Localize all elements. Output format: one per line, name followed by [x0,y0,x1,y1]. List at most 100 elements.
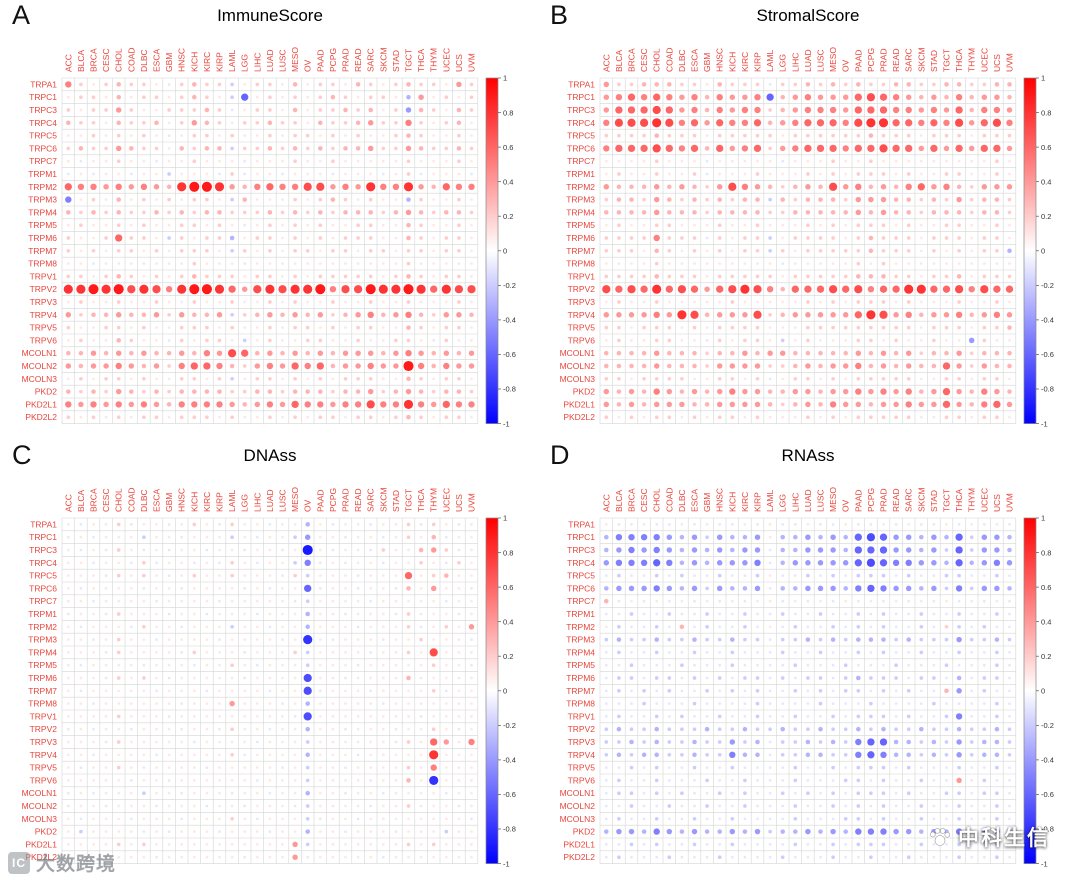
corr-dot [931,547,937,553]
corr-dot [831,689,835,693]
corr-dot [243,134,247,137]
corr-dot [344,843,347,846]
corr-dot [855,362,862,370]
corr-dot [869,765,873,770]
corr-dot [243,587,247,590]
corr-dot [306,236,310,240]
corr-dot [129,326,133,329]
corr-dot [944,82,949,87]
corr-dot [755,676,760,680]
corr-dot [394,262,398,265]
corr-dot [318,523,322,526]
corr-dot [994,94,1000,100]
corr-dot [192,350,197,356]
corr-dot [729,388,736,395]
corr-dot [918,107,925,113]
corr-dot [677,285,687,294]
corr-dot [768,766,772,769]
corr-dot [844,159,848,163]
corr-dot [230,300,234,304]
corr-dot [718,262,722,265]
corr-dot [369,676,373,680]
corr-dot [290,284,300,294]
corr-dot [66,689,70,693]
corr-dot [318,676,322,680]
corr-dot [116,120,121,126]
corr-dot [293,523,297,526]
corr-dot [155,83,158,86]
colorbar-tick-label: 1 [503,74,507,83]
corr-dot [242,338,247,343]
corr-dot [317,312,324,318]
corr-dot [66,855,70,859]
corr-dot [893,547,899,553]
corr-dot [892,144,900,153]
corr-dot [255,236,260,240]
corr-dot [844,843,848,846]
corr-dot [781,275,785,278]
row-label: TRPV2 [30,284,58,294]
corr-dot [768,651,772,654]
corr-dot [604,651,608,654]
corr-dot [79,817,83,821]
corr-dot [615,106,623,114]
corr-dot [881,133,886,138]
corr-dot [444,95,449,100]
corr-dot [470,561,473,565]
corr-dot [243,415,247,419]
corr-dot [457,676,461,680]
corr-dot [828,285,838,294]
corr-dot [819,599,822,603]
corr-dot [293,830,297,833]
corr-dot [104,146,108,151]
corr-dot [781,523,785,526]
corr-dot [218,740,221,744]
corr-dot [856,612,861,616]
colorbar-tick-label: -0.4 [503,756,516,765]
corr-dot [470,134,473,137]
corr-dot [667,363,672,369]
corr-dot [680,727,684,732]
corr-dot [716,388,723,395]
corr-dot [680,339,684,342]
corr-dot [369,651,373,654]
corr-dot [640,534,648,541]
row-label: PKD2L1 [25,839,57,849]
corr-dot [932,817,936,821]
corr-dot [418,312,424,318]
corr-dot [692,727,697,732]
corr-dot [969,548,974,552]
corr-dot [617,688,621,693]
corr-dot [394,779,398,782]
corr-dot [642,651,646,654]
row-label: TRPC7 [29,156,57,166]
corr-dot [444,779,448,782]
corr-dot [743,663,747,667]
corr-dot [218,415,221,419]
corr-dot [781,766,785,769]
corr-dot [142,535,146,540]
row-label: TRPC5 [29,131,57,141]
corr-dot [942,362,951,370]
corr-dot [419,753,423,757]
corr-dot [1008,599,1011,603]
corr-dot [919,262,923,265]
corr-dot [419,82,423,87]
corr-dot [680,817,684,821]
corr-dot [129,223,133,227]
corr-dot [690,119,699,127]
corr-dot [1008,715,1011,718]
corr-dot [630,523,633,526]
corr-dot [318,855,322,859]
corr-dot [470,676,473,680]
corr-dot [970,377,974,381]
row-label: TRPC3 [29,545,57,555]
column-label: LAML [765,50,775,72]
corr-dot [603,401,610,408]
corr-dot [856,778,861,783]
corr-dot [180,523,184,526]
corr-dot [444,804,448,808]
corr-dot [729,828,736,835]
corr-dot [982,133,987,138]
corr-dot [92,587,95,590]
